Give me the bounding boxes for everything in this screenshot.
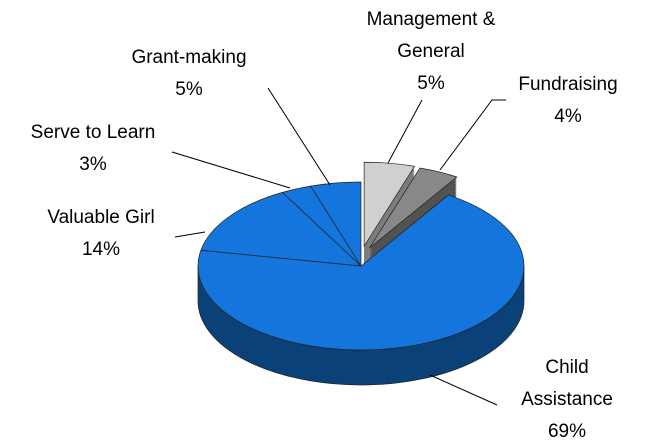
slice-label: Serve to Learn 3% <box>13 117 173 181</box>
slice <box>197 194 525 351</box>
slice-label: Valuable Girl 14% <box>21 202 181 266</box>
label-name: Grant-making <box>131 47 247 68</box>
label-value: 5% <box>417 73 445 94</box>
leader-line <box>267 87 331 186</box>
leader-line <box>387 99 423 164</box>
slice-label: Grant-making 5% <box>109 42 269 106</box>
label-name: Management & General <box>366 9 496 62</box>
label-name: Valuable Girl <box>47 207 155 228</box>
slice-label: Child Assistance 69% <box>502 352 632 444</box>
label-value: 4% <box>554 106 582 127</box>
leader-line <box>171 151 291 189</box>
label-value: 3% <box>79 154 107 175</box>
slice <box>310 181 362 267</box>
slice-label: Fundraising 4% <box>493 69 643 133</box>
label-value: 14% <box>81 239 121 260</box>
leader-line <box>174 231 206 238</box>
slices <box>197 161 525 386</box>
slice <box>369 167 458 249</box>
slice-label: Management & General 5% <box>361 4 501 100</box>
slice <box>200 192 362 267</box>
label-name: Child Assistance <box>521 357 613 410</box>
leader-line <box>429 374 498 406</box>
label-name: Serve to Learn <box>30 122 156 143</box>
slice <box>363 161 415 247</box>
label-value: 5% <box>175 79 203 100</box>
leader-line <box>439 99 506 171</box>
label-value: 69% <box>547 421 587 442</box>
label-name: Fundraising <box>518 74 618 95</box>
